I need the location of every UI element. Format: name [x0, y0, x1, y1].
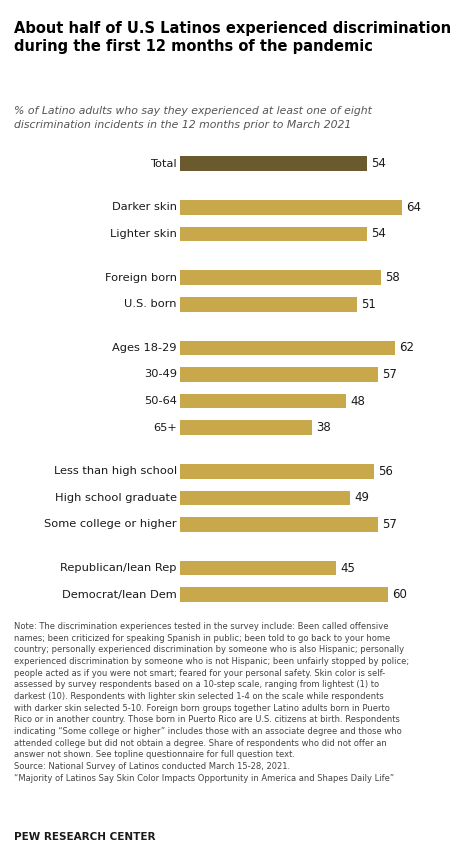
- Text: Darker skin: Darker skin: [112, 203, 177, 212]
- Bar: [180, 394, 346, 408]
- Text: Less than high school: Less than high school: [54, 466, 177, 476]
- Text: 65+: 65+: [153, 423, 177, 433]
- Bar: [180, 464, 374, 479]
- Bar: [180, 157, 367, 171]
- Text: 54: 54: [371, 227, 386, 240]
- Bar: [180, 420, 312, 435]
- Text: About half of U.S Latinos experienced discrimination
during the first 12 months : About half of U.S Latinos experienced di…: [14, 21, 451, 55]
- Text: 54: 54: [371, 157, 386, 170]
- Text: U.S. born: U.S. born: [124, 299, 177, 309]
- Text: 60: 60: [392, 588, 407, 602]
- Bar: [180, 297, 357, 312]
- Text: Some college or higher: Some college or higher: [44, 520, 177, 529]
- Text: 49: 49: [354, 492, 369, 504]
- Text: 51: 51: [361, 297, 376, 311]
- Text: Foreign born: Foreign born: [105, 273, 177, 283]
- Text: PEW RESEARCH CENTER: PEW RESEARCH CENTER: [14, 832, 156, 842]
- Text: 45: 45: [340, 561, 355, 574]
- Text: 38: 38: [316, 421, 331, 434]
- Text: % of Latino adults who say they experienced at least one of eight
discrimination: % of Latino adults who say they experien…: [14, 106, 372, 130]
- Text: 50-64: 50-64: [144, 396, 177, 406]
- Bar: [180, 227, 367, 241]
- Bar: [180, 200, 402, 215]
- Bar: [180, 367, 378, 382]
- Text: 62: 62: [399, 342, 414, 354]
- Bar: [180, 270, 381, 285]
- Text: Note: The discrimination experiences tested in the survey include: Been called o: Note: The discrimination experiences tes…: [14, 622, 410, 782]
- Text: 56: 56: [378, 465, 393, 478]
- Bar: [180, 491, 350, 505]
- Text: 64: 64: [406, 201, 421, 214]
- Text: Republican/lean Rep: Republican/lean Rep: [60, 563, 177, 573]
- Text: Lighter skin: Lighter skin: [110, 229, 177, 239]
- Text: 57: 57: [382, 368, 397, 381]
- Bar: [180, 587, 388, 602]
- Text: 48: 48: [351, 394, 365, 407]
- Text: 58: 58: [385, 271, 400, 285]
- Text: Ages 18-29: Ages 18-29: [112, 343, 177, 353]
- Text: Democrat/lean Dem: Democrat/lean Dem: [62, 590, 177, 600]
- Bar: [180, 341, 395, 355]
- Text: Total: Total: [150, 158, 177, 169]
- Bar: [180, 517, 378, 532]
- Text: 30-49: 30-49: [144, 370, 177, 379]
- Bar: [180, 561, 336, 575]
- Text: High school graduate: High school graduate: [55, 492, 177, 503]
- Text: 57: 57: [382, 518, 397, 531]
